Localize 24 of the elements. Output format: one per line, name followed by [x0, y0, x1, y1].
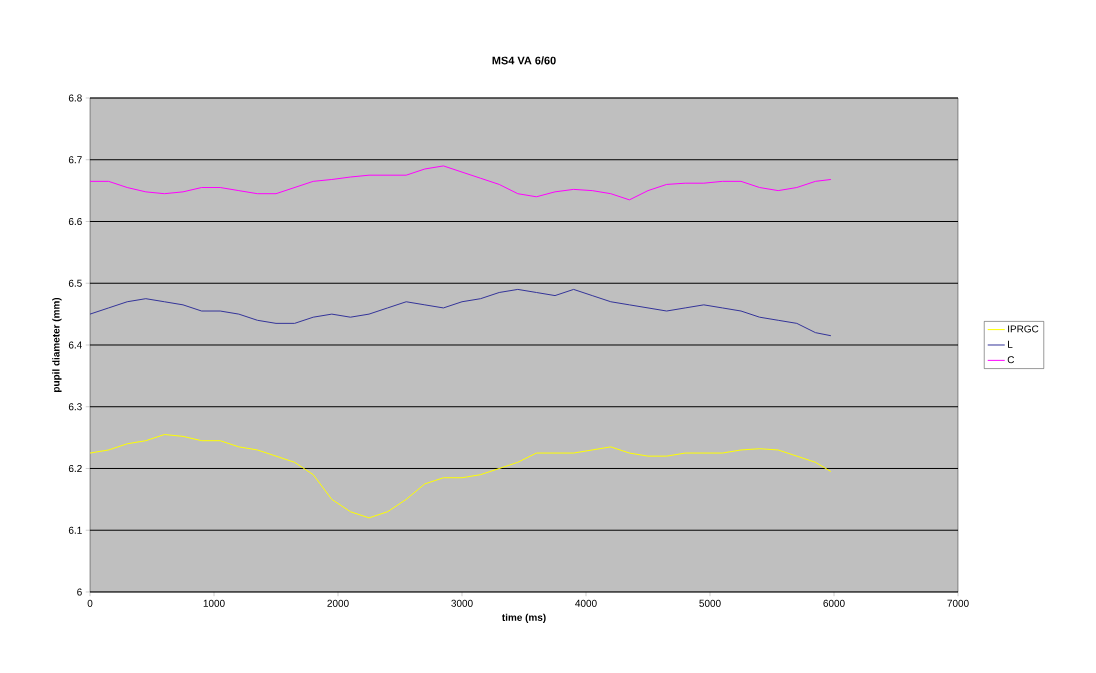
y-tick-label: 6.3 — [68, 403, 82, 411]
x-tick-label: 3000 — [451, 599, 473, 607]
line-series — [90, 288, 832, 337]
x-tick-label: 1000 — [203, 599, 225, 607]
x-tick-label: 6000 — [823, 599, 845, 607]
x-tick-label: 5000 — [699, 599, 721, 607]
y-tick-label: 6.7 — [68, 156, 82, 164]
y-tick-label: 6.5 — [68, 279, 82, 287]
y-axis-title: pupil diameter (mm) — [52, 297, 62, 392]
x-tick-label: 2000 — [327, 599, 349, 607]
y-tick-label: 6.1 — [68, 526, 82, 534]
legend-label: C — [1007, 356, 1015, 364]
legend-label: IPRGC — [1008, 325, 1039, 333]
x-tick-label: 4000 — [575, 599, 597, 607]
x-axis-title: time (ms) — [501, 613, 546, 623]
legend-label: L — [1008, 340, 1013, 348]
y-tick-label: 6 — [77, 588, 82, 596]
y-tick-label: 6.2 — [68, 464, 82, 473]
y-tick-label: 6.4 — [68, 341, 82, 349]
y-tick-label: 6.6 — [68, 217, 82, 226]
chart-title: MS4 VA 6/60 — [492, 56, 556, 65]
x-tick-label: 7000 — [947, 599, 969, 607]
x-tick-label: 0 — [87, 599, 93, 607]
y-tick-label: 6.8 — [68, 94, 82, 102]
